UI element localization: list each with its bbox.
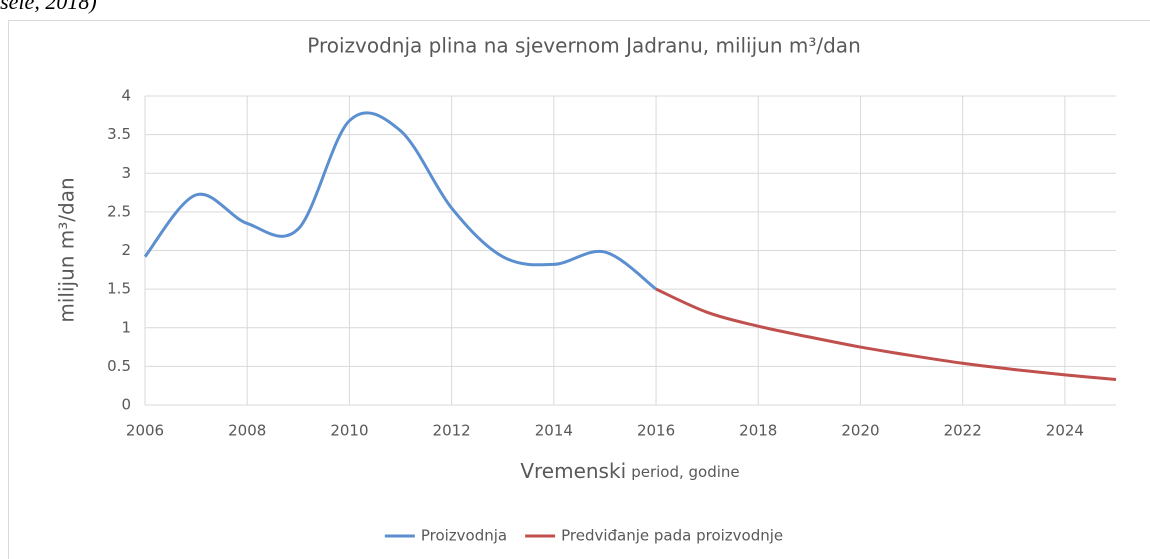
chart-frame	[8, 20, 1150, 559]
x-axis-label-main: Vremenski	[520, 459, 626, 483]
y-tick-label: 0.5	[107, 357, 131, 375]
y-tick-label: 3	[121, 164, 131, 182]
y-tick-label: 1.5	[107, 280, 131, 298]
legend-label: Predviđanje pada proizvodnje	[561, 527, 783, 545]
x-tick-label: 2018	[739, 422, 777, 440]
x-tick-label: 2016	[637, 422, 675, 440]
x-tick-label: 2006	[126, 422, 164, 440]
y-axis-label: milijun m³/dan	[55, 177, 79, 322]
x-tick-label: 2010	[330, 422, 368, 440]
x-tick-label: 2014	[535, 422, 573, 440]
caption: isele, 2018)	[0, 0, 97, 14]
x-tick-label: 2020	[841, 422, 879, 440]
series-line	[655, 287, 1117, 382]
x-tick-label: 2022	[944, 422, 982, 440]
x-tick-label: 2012	[433, 422, 471, 440]
y-tick-label: 0	[121, 396, 131, 414]
y-tick-label: 2.5	[107, 202, 131, 220]
x-axis-label: Vremenski period, godine	[520, 459, 739, 483]
x-tick-label: 2024	[1046, 422, 1084, 440]
y-tick-label: 2	[121, 241, 131, 259]
x-tick-label: 2008	[228, 422, 266, 440]
y-tick-label: 3.5	[107, 125, 131, 143]
y-tick-label: 4	[121, 87, 131, 105]
chart-title: Proizvodnja plina na sjevernom Jadranu, …	[307, 34, 861, 58]
series-line	[143, 111, 657, 291]
y-tick-label: 1	[121, 318, 131, 336]
x-axis-label-rest: period, godine	[631, 463, 739, 481]
legend-label: Proizvodnja	[421, 527, 507, 545]
